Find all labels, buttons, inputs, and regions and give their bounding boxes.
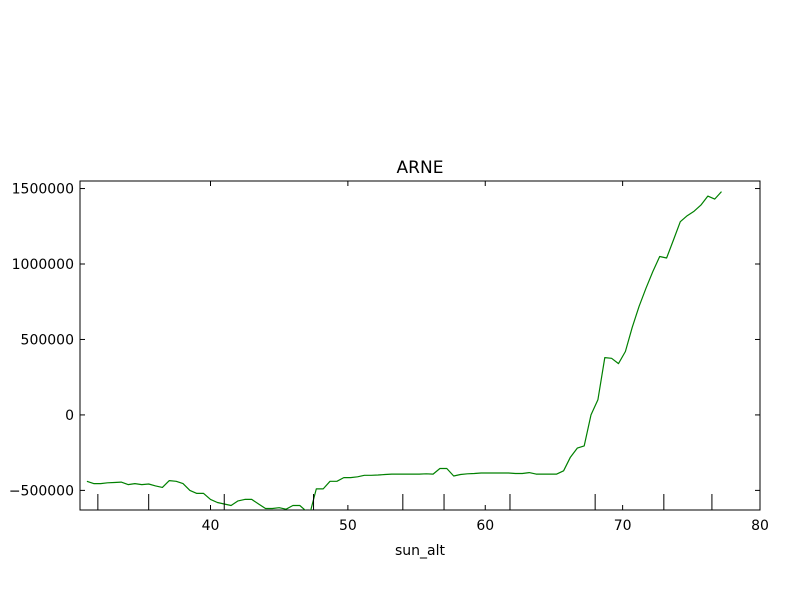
x-tick-label: 80 xyxy=(751,518,769,534)
chart-title: ARNE xyxy=(397,158,444,178)
y-tick-label: 1500000 xyxy=(12,182,74,198)
series-line-0 xyxy=(86,191,722,510)
plot-area: 40 50 60 70 80 1500000 1000000 500000 0 −500000 xyxy=(9,180,769,534)
x-axis-label: sun_alt xyxy=(395,543,446,559)
x-tick-label: 60 xyxy=(476,518,494,534)
x-tick-label: 50 xyxy=(339,518,357,534)
y-tick-label: 500000 xyxy=(21,332,74,348)
plot-frame xyxy=(79,180,761,511)
y-tick-label: 1000000 xyxy=(12,257,74,273)
y-tick-label: 0 xyxy=(65,408,74,424)
y-tick-label: −500000 xyxy=(9,483,74,499)
x-tick-label: 70 xyxy=(614,518,632,534)
x-tick-label: 40 xyxy=(202,518,220,534)
